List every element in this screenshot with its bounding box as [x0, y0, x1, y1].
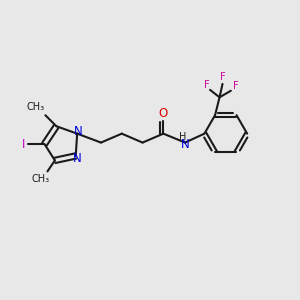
Text: O: O	[159, 106, 168, 120]
Text: I: I	[21, 138, 25, 151]
Text: N: N	[181, 138, 190, 151]
Text: F: F	[220, 72, 225, 82]
Text: CH₃: CH₃	[26, 102, 45, 112]
Text: N: N	[73, 152, 81, 164]
Text: F: F	[204, 80, 209, 89]
Text: N: N	[74, 125, 83, 138]
Text: H: H	[179, 132, 186, 142]
Text: CH₃: CH₃	[32, 174, 50, 184]
Text: F: F	[233, 81, 239, 91]
